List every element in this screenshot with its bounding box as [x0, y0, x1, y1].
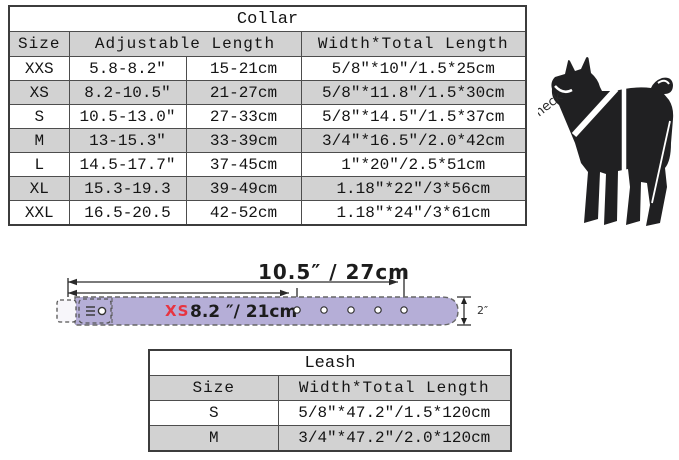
cell-length-in: 8.2-10.5″ [68, 80, 187, 105]
collar-dring-icon [97, 306, 107, 316]
cell-size: M [148, 425, 279, 452]
cell-length-cm: 15-21cm [185, 56, 302, 81]
cell-size: S [148, 400, 279, 426]
dog-figure: neck [538, 57, 674, 226]
collar-strap-size-label: XS [165, 302, 189, 320]
collar-row-l: L 14.5-17.7″ 37-45cm 1″*20″/2.5*51cm [8, 152, 527, 177]
leash-header-width-total-length: Width*Total Length [277, 375, 512, 401]
collar-total-length-label: 10.5″ / 27cm [258, 260, 410, 284]
leash-header-size: Size [148, 375, 279, 401]
collar-adjuster-icon [86, 306, 95, 316]
collar-row-m: M 13-15.3″ 33-39cm 3/4″*16.5″/2.0*42cm [8, 128, 527, 153]
dog-white-markings [554, 79, 671, 204]
leash-size-table: Leash Size Width*Total Length S 5/8″*47.… [148, 349, 512, 452]
cell-length-cm: 42-52cm [185, 200, 302, 226]
collar-size-table: Collar Size Adjustable Length Width*Tota… [8, 5, 527, 226]
collar-header-size: Size [8, 31, 70, 57]
cell-length-cm: 39-49cm [185, 176, 302, 201]
cell-width-total: 1.18″*24″/3*61cm [300, 200, 527, 226]
cell-length-in: 5.8-8.2″ [68, 56, 187, 81]
collar-table-title: Collar [8, 5, 527, 32]
collar-strap [74, 296, 459, 326]
dog-silhouette [551, 57, 674, 226]
collar-row-s: S 10.5-13.0″ 27-33cm 5/8″*14.5″/1.5*37cm [8, 104, 527, 129]
cell-length-cm: 21-27cm [185, 80, 302, 105]
cell-length-cm: 27-33cm [185, 104, 302, 129]
cell-width-total: 5/8″*11.8″/1.5*30cm [300, 80, 527, 105]
cell-width-total: 3/4″*47.2″/2.0*120cm [277, 425, 512, 452]
collar-holes [293, 306, 408, 314]
arrowhead-left-adjust [68, 289, 77, 297]
collar-buckle-loop [56, 299, 77, 323]
leash-table-title: Leash [148, 349, 512, 376]
collar-header-adjustable-length: Adjustable Length [68, 31, 302, 57]
width-arrowhead-top [461, 297, 467, 304]
cell-length-in: 14.5-17.7″ [68, 152, 187, 177]
cell-length-in: 13-15.3″ [68, 128, 187, 153]
collar-strap-length-label: 8.2 ″/ 21cm [190, 302, 297, 322]
cell-size: S [8, 104, 70, 129]
arrowhead-left-total [68, 278, 77, 286]
collar-diagram: 10.5″ / 27cm XS 8.2 ″/ 21cm [56, 260, 488, 326]
collar-row-xl: XL 15.3-19.3 39-49cm 1.18″*22″/3*56cm [8, 176, 527, 201]
leash-row-s: S 5/8″*47.2″/1.5*120cm [148, 400, 512, 426]
cell-width-total: 1.18″*22″/3*56cm [300, 176, 527, 201]
cell-width-total: 1″*20″/2.5*51cm [300, 152, 527, 177]
collar-row-xxl: XXL 16.5-20.5 42-52cm 1.18″*24″/3*61cm [8, 200, 527, 226]
cell-length-in: 10.5-13.0″ [68, 104, 187, 129]
cell-size: XXS [8, 56, 70, 81]
cell-size: XL [8, 176, 70, 201]
cell-length-in: 15.3-19.3 [68, 176, 187, 201]
cell-size: L [8, 152, 70, 177]
collar-row-xxs: XXS 5.8-8.2″ 15-21cm 5/8″*10″/1.5*25cm [8, 56, 527, 81]
cell-length-cm: 37-45cm [185, 152, 302, 177]
arrowhead-right-adjust [280, 289, 289, 297]
collar-row-xs: XS 8.2-10.5″ 21-27cm 5/8″*11.8″/1.5*30cm [8, 80, 527, 105]
cell-length-in: 16.5-20.5 [68, 200, 187, 226]
cell-size: XXL [8, 200, 70, 226]
cell-size: XS [8, 80, 70, 105]
cell-size: M [8, 128, 70, 153]
collar-header-width-total-length: Width*Total Length [300, 31, 527, 57]
cell-width-total: 5/8″*47.2″/1.5*120cm [277, 400, 512, 426]
collar-width-label: 2″ [477, 304, 488, 317]
leash-row-m: M 3/4″*47.2″/2.0*120cm [148, 425, 512, 452]
width-arrowhead-bottom [461, 318, 467, 325]
cell-width-total: 3/4″*16.5″/2.0*42cm [300, 128, 527, 153]
cell-length-cm: 33-39cm [185, 128, 302, 153]
arrowhead-right-total [389, 278, 398, 286]
cell-width-total: 5/8″*10″/1.5*25cm [300, 56, 527, 81]
cell-width-total: 5/8″*14.5″/1.5*37cm [300, 104, 527, 129]
